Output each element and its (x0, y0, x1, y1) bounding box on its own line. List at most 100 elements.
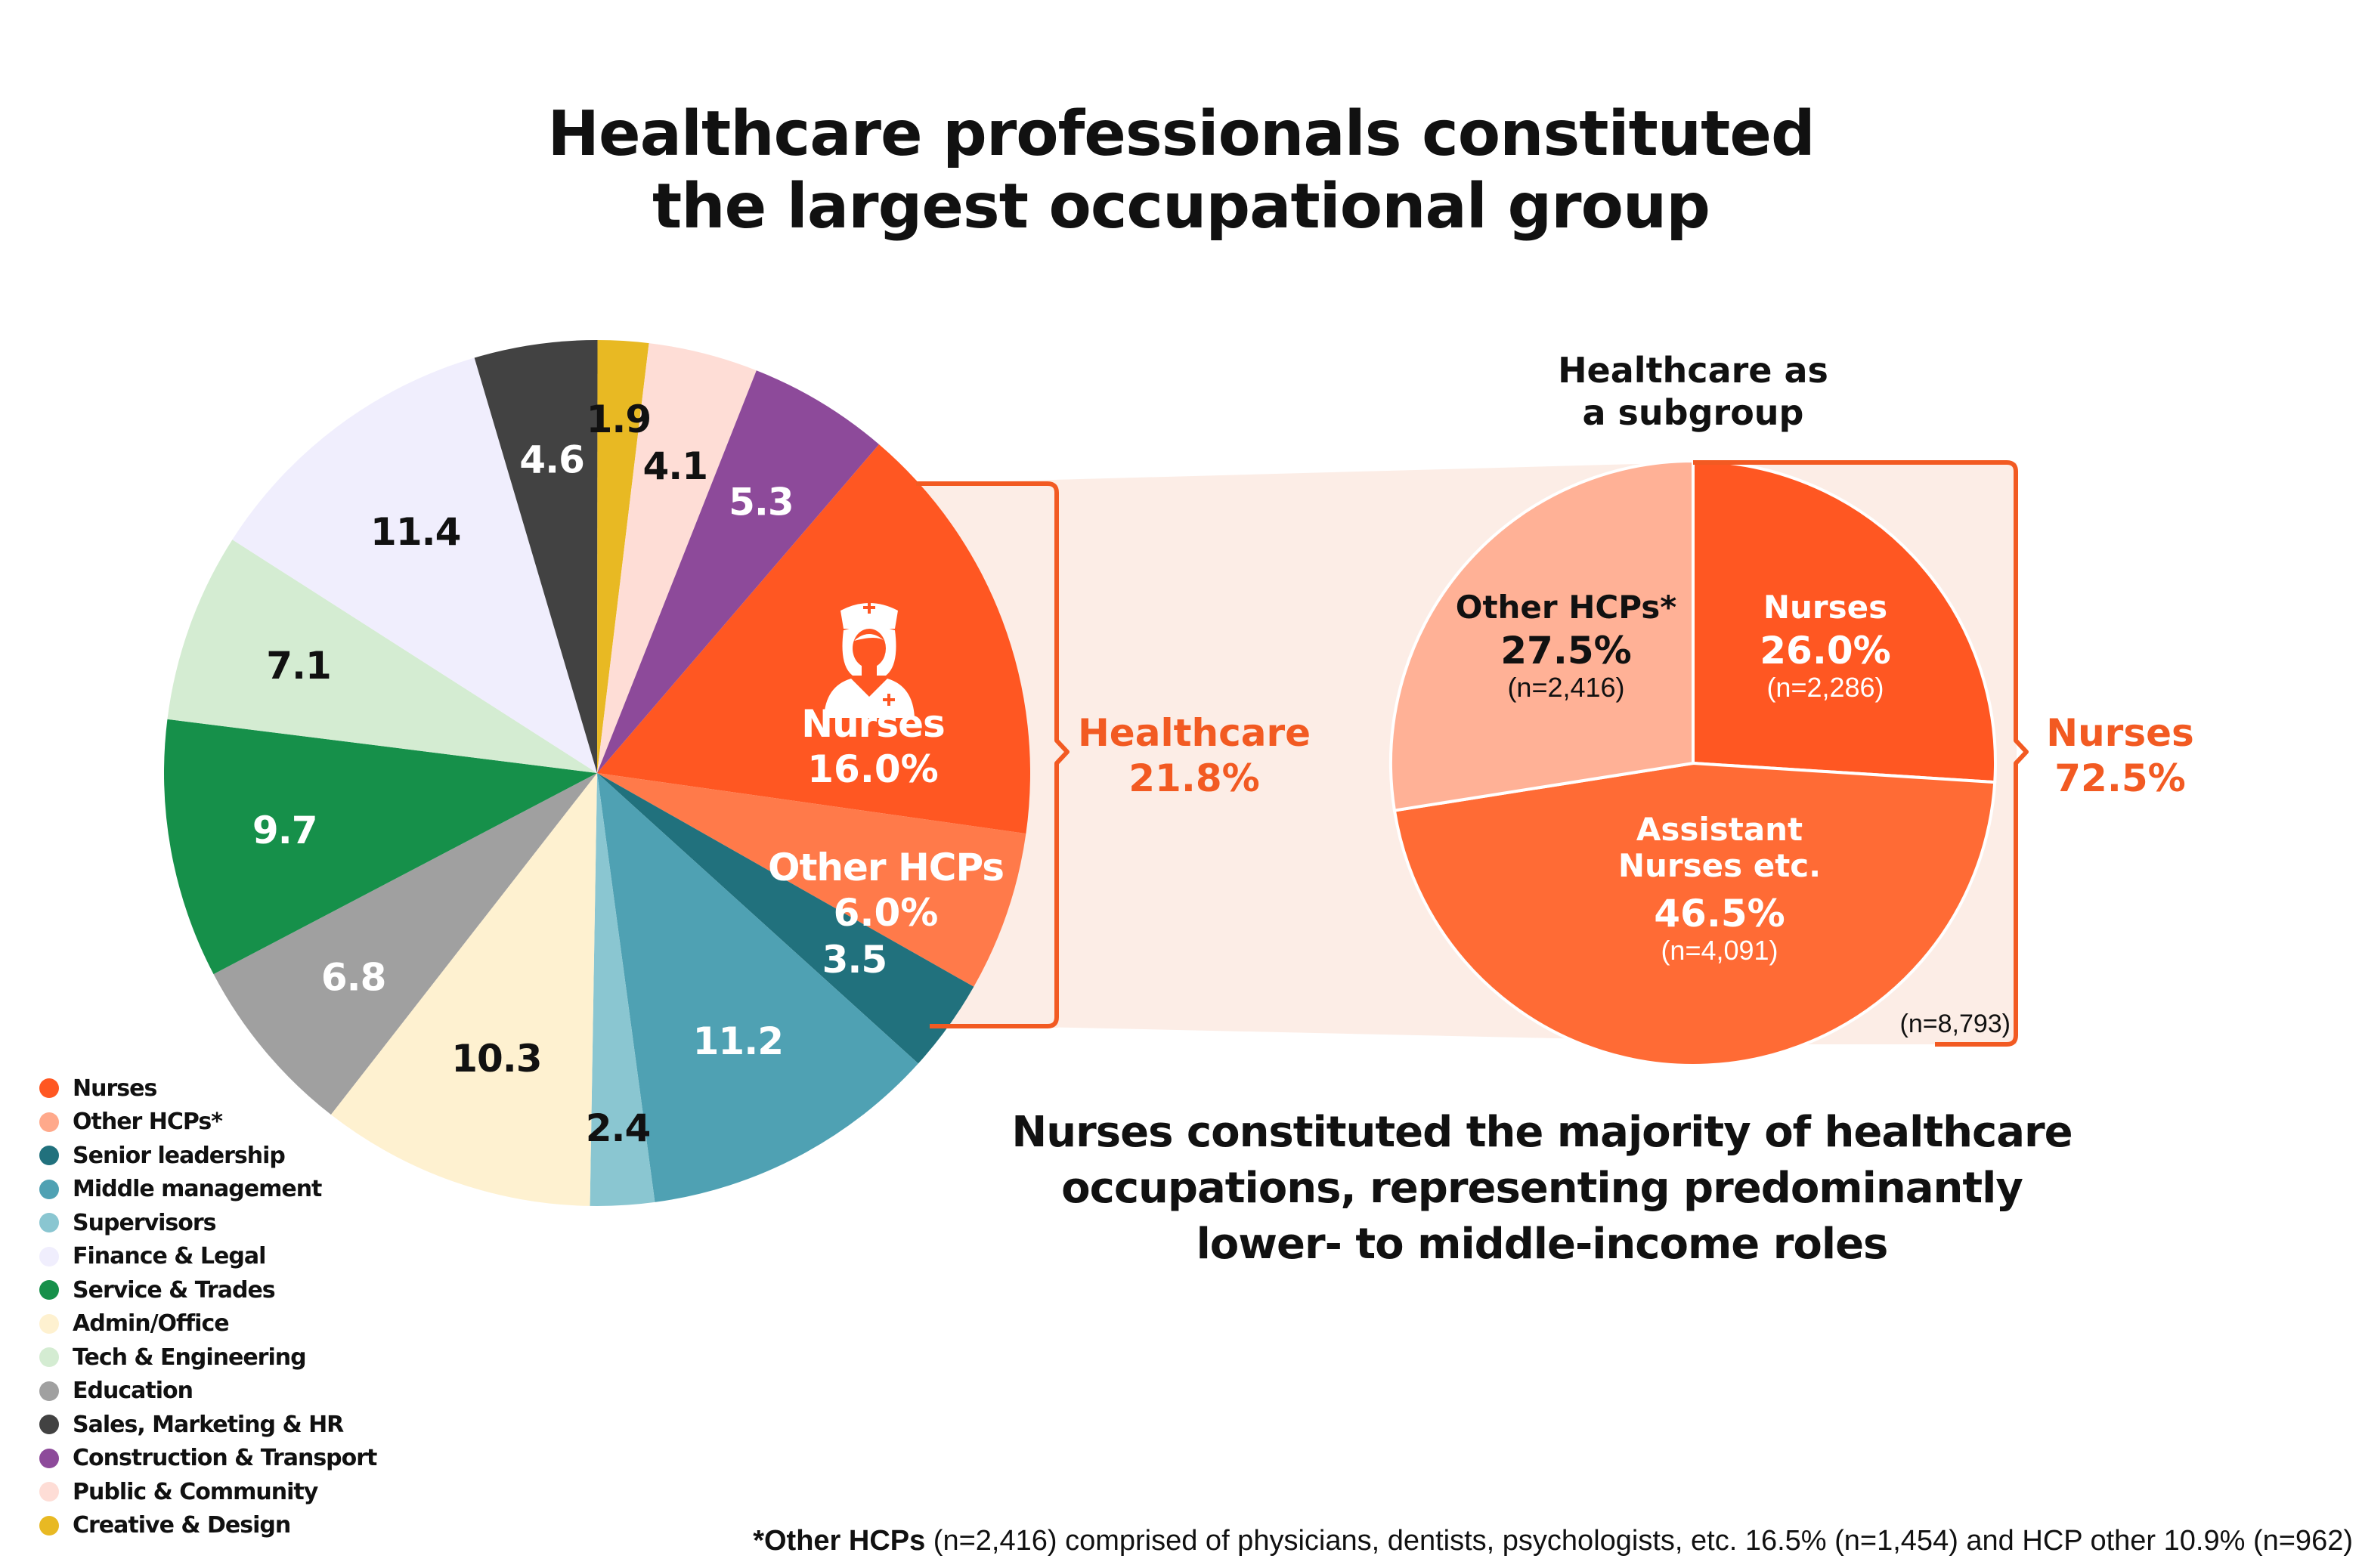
legend-label: Sales, Marketing & HR (73, 1411, 344, 1438)
slice-value-admin-office: 10.3 (451, 1037, 541, 1081)
caption-line-3: lower- to middle-income roles (1196, 1220, 1889, 1269)
caption-line-1: Nurses constituted the majority of healt… (1011, 1108, 2073, 1157)
legend-swatch (39, 1280, 59, 1300)
sub-n-assistant-nurses-etc: (n=4,091) (1661, 935, 1778, 966)
slice-sales-marketing-hr (474, 340, 598, 773)
legend-swatch (39, 1146, 59, 1166)
sub-total-label: (n=8,793) (1900, 1010, 2011, 1038)
sub-value-assistant-nurses-etc: 46.5% (1654, 892, 1785, 936)
title-line-1: Healthcare professionals constituted (547, 98, 1815, 170)
slice-value-public-community: 4.1 (642, 444, 707, 488)
slice-senior-leadership (597, 773, 974, 1064)
legend-swatch (39, 1112, 59, 1132)
slice-value-sales-marketing-hr: 4.6 (519, 438, 584, 481)
sub-value-other-hcps: 27.5% (1500, 629, 1631, 673)
legend-item-other-hcps: Other HCPs* (39, 1106, 376, 1140)
legend-label: Senior leadership (73, 1142, 286, 1169)
slice-supervisors (590, 773, 655, 1206)
legend-item-creative-design: Creative & Design (39, 1509, 376, 1543)
slice-value-finance-legal: 11.4 (370, 510, 460, 554)
legend-item-supervisors: Supervisors (39, 1206, 376, 1240)
slice-value-tech-engineering: 7.1 (266, 644, 331, 688)
healthcare-group-label: Healthcare 21.8% (1073, 710, 1315, 801)
legend-label: Nurses (73, 1075, 157, 1102)
nurses-group-value: 72.5% (2054, 756, 2186, 800)
legend-item-public-community: Public & Community (39, 1475, 376, 1509)
legend-item-nurses: Nurses (39, 1072, 376, 1106)
main-pie (163, 340, 1030, 1206)
sub-n-nurses: (n=2,286) (1766, 672, 1884, 703)
sub-slice-nurses (1692, 459, 1997, 784)
legend-item-admin-office: Admin/Office (39, 1307, 376, 1341)
slice-value-nurses: 16.0% (807, 747, 938, 791)
legend-label: Supervisors (73, 1209, 217, 1236)
legend-item-finance-legal: Finance & Legal (39, 1240, 376, 1274)
sub-label-assistant-nurses-etc-1: Assistant (1636, 811, 1803, 848)
legend-swatch (39, 1213, 59, 1233)
sub-n-other-hcps: (n=2,416) (1507, 672, 1624, 703)
slice-value-senior-leadership: 3.5 (822, 938, 887, 982)
legend-swatch (39, 1347, 59, 1368)
legend-swatch (39, 1179, 59, 1199)
slice-education (213, 773, 597, 1115)
legend-item-middle-management: Middle management (39, 1173, 376, 1207)
slice-value-construction-transport: 5.3 (729, 480, 794, 524)
legend-swatch (39, 1381, 59, 1401)
legend-swatch (39, 1415, 59, 1435)
legend-item-service-trades: Service & Trades (39, 1273, 376, 1307)
subgroup-title: Healthcare as a subgroup (1451, 349, 1935, 434)
slice-construction-transport (597, 370, 879, 773)
slice-value-supervisors: 2.4 (586, 1106, 651, 1150)
caption: Nurses constituted the majority of healt… (937, 1105, 2147, 1273)
legend-item-construction-transport: Construction & Transport (39, 1442, 377, 1476)
legend-item-senior-leadership: Senior leadership (39, 1139, 376, 1173)
sub-label-nurses: Nurses (1763, 589, 1887, 626)
healthcare-group-value: 21.8% (1128, 756, 1260, 800)
slice-service-trades (163, 719, 597, 975)
legend-label: Creative & Design (73, 1512, 291, 1539)
legend-label: Tech & Engineering (73, 1344, 307, 1371)
legend-label: Admin/Office (73, 1310, 230, 1338)
sub-label-other-hcps: Other HCPs* (1456, 589, 1677, 626)
slice-value-education: 6.8 (321, 955, 386, 999)
legend-item-education: Education (39, 1375, 376, 1409)
healthcare-group-name: Healthcare (1077, 711, 1311, 755)
legend-label: Other HCPs* (73, 1109, 223, 1136)
slice-finance-legal (232, 357, 597, 773)
slice-tech-engineering (167, 540, 597, 773)
subgroup-title-line-2: a subgroup (1582, 392, 1804, 433)
legend-label: Public & Community (73, 1478, 318, 1505)
legend-label: Finance & Legal (73, 1243, 266, 1270)
footnote-text: (n=2,416) comprised of physicians, denti… (925, 1525, 2353, 1557)
nurses-bracket (1693, 460, 2029, 1047)
legend: Nurses Other HCPs* Senior leadership Middle… (39, 1072, 377, 1543)
slice-label-other-hcps: Other HCPs (768, 846, 1004, 889)
subgroup-title-line-1: Healthcare as (1558, 350, 1828, 391)
footnote: *Other HCPs (n=2,416) comprised of physi… (753, 1525, 2353, 1557)
legend-swatch (39, 1482, 59, 1502)
legend-label: Middle management (73, 1176, 322, 1203)
legend-item-tech-engineering: Tech & Engineering (39, 1341, 376, 1375)
slice-nurses (597, 444, 1030, 834)
slice-value-service-trades: 9.7 (252, 809, 317, 852)
legend-swatch (39, 1313, 59, 1334)
slice-value-middle-management: 11.2 (693, 1019, 783, 1063)
legend-swatch (39, 1246, 59, 1266)
legend-swatch (39, 1448, 59, 1468)
page-title: Healthcare professionals constituted the… (0, 98, 2362, 243)
slice-admin-office (330, 773, 597, 1206)
slice-middle-management (597, 773, 918, 1202)
legend-item-sales-marketing-hr: Sales, Marketing & HR (39, 1408, 376, 1442)
slice-value-other-hcps: 6.0% (834, 891, 939, 935)
slice-public-community (597, 343, 757, 773)
sub-pie (1389, 459, 1997, 1067)
sub-label-assistant-nurses-etc-2: Nurses etc. (1618, 847, 1821, 884)
legend-label: Education (73, 1378, 193, 1405)
slice-value-creative-design: 1.9 (587, 397, 652, 441)
nurses-group-label: Nurses 72.5% (2033, 710, 2207, 801)
healthcare-bracket (916, 481, 1070, 1028)
footnote-bold: *Other HCPs (753, 1525, 926, 1557)
